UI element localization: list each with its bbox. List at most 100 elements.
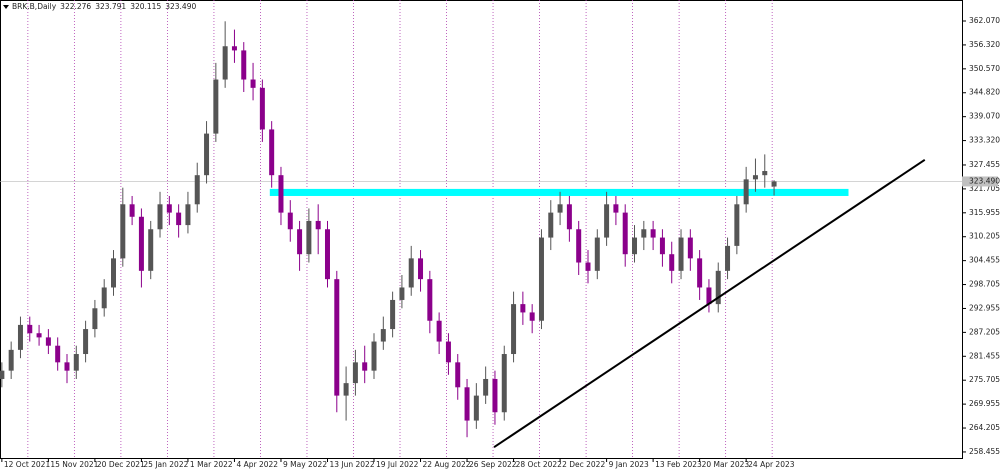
candle-body [83,329,89,355]
candle-body [45,337,51,346]
candle-body [343,383,349,396]
candle-body [138,216,144,271]
candle-body [706,287,712,305]
candle-body [194,175,200,205]
menu-arrow [3,5,9,9]
candle-body [362,362,368,371]
quote-value: 323.490 [165,2,196,11]
candle-body [259,87,265,130]
candle-body [594,237,600,271]
candle-body [687,237,693,259]
candle-body [734,204,740,246]
candle-body [129,204,135,217]
last-price-label: 323.490 [969,176,1000,185]
candle-body [27,324,33,334]
candle-body [213,79,219,134]
candle-body [231,46,237,51]
candle-body [241,50,247,80]
x-tick-label: 20 Mar 2023 [702,460,750,469]
x-tick-label: 13 Feb 2023 [655,460,702,469]
candle-body [408,258,414,288]
quote-value: 322.276 [60,2,91,11]
candle-body [725,245,731,271]
y-tick-label: 258.455 [969,447,1000,456]
y-tick-label: 344.820 [969,88,1000,97]
candle-body [752,175,758,180]
candle-body [548,212,554,238]
candle-body [585,262,591,271]
candle-body [604,204,610,238]
candle-body [166,204,172,213]
candle-body [324,229,330,280]
candle-body [157,204,163,230]
candle-body [538,237,544,321]
y-tick-label: 315.955 [969,208,1000,217]
candle-body [101,287,107,309]
candle-body [36,333,42,338]
candle-body [352,362,358,384]
candle-body [427,279,433,321]
candle-body [455,362,461,388]
x-tick-label: 19 Jul 2022 [376,460,419,469]
candle-body [92,308,98,330]
candle-body [148,229,154,271]
candle-body [371,341,377,371]
candle-body [632,237,638,255]
candle-body [771,181,777,187]
y-tick-label: 298.705 [969,280,1000,289]
candle-body [418,258,424,280]
candle-body [576,229,582,263]
x-tick-label: 1 Mar 2022 [190,460,233,469]
x-tick-label: 13 Jun 2022 [329,460,374,469]
candle-body [185,204,191,226]
candle-body [0,370,5,379]
x-tick-label: 20 Dec 2021 [97,460,145,469]
candle-body [445,341,451,363]
candle-body [622,212,628,255]
symbol: BRK.B,Daily [12,2,57,11]
candle-body [222,46,228,80]
candle-body [715,270,721,305]
candle-body [501,354,507,413]
x-tick-label: 12 Oct 2021 [4,460,51,469]
y-tick-label: 310.205 [969,232,1000,241]
y-tick-label: 321.705 [969,184,1000,193]
candle-body [278,175,284,213]
candle-body [64,362,70,371]
candle-body [697,258,703,288]
candle-body [520,304,526,313]
candle-body [659,237,665,255]
candle-body [306,220,312,255]
candle-body [73,354,79,371]
candle-body [613,204,619,213]
last-price-box [962,176,998,187]
y-tick-label: 281.455 [969,351,1000,360]
y-tick-label: 362.070 [969,16,1000,25]
candle-body [483,378,489,396]
candle-body [511,304,517,355]
candle-body [315,220,321,230]
y-tick-label: 350.570 [969,64,1000,73]
x-tick-label: 26 Sep 2022 [469,460,517,469]
candle-body [390,299,396,330]
plot-frame [0,0,963,459]
x-tick-label: 4 Apr 2022 [236,460,278,469]
y-tick-label: 304.455 [969,256,1000,265]
y-tick-label: 356.320 [969,40,1000,49]
y-tick-label: 269.955 [969,399,1000,408]
support-zone [269,188,849,196]
x-tick-label: 9 May 2022 [283,460,327,469]
x-tick-label: 9 Jan 2023 [609,460,649,469]
candle-body [399,287,405,300]
candle-body [55,345,61,363]
candle-body [669,254,675,271]
y-tick-label: 333.320 [969,136,1000,145]
y-tick-label: 275.705 [969,375,1000,384]
header: BRK.B,Daily 322.276 323.791 320.115 323.490 [12,2,196,11]
candle-body [334,279,340,396]
x-tick-label: 28 Oct 2022 [516,460,563,469]
candle-body [287,212,293,230]
y-tick-label: 287.205 [969,327,1000,336]
candle-body [380,329,386,342]
